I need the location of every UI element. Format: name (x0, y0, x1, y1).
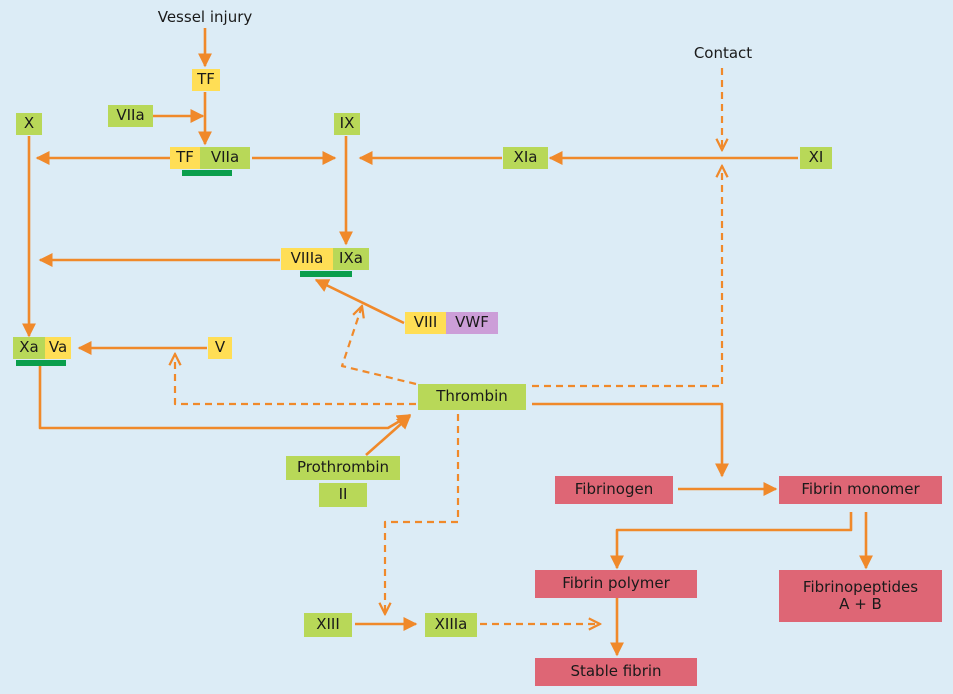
complex-viia: VIIa (200, 147, 250, 169)
complex-tf: TF (170, 147, 200, 169)
factor-xiiia: XIIIa (425, 613, 477, 637)
prothrombinase-complex-bar (16, 360, 66, 366)
arrow-thrombin-to-fibrinogen (532, 402, 729, 478)
factor-v: V (208, 337, 232, 359)
factor-vwf: VWF (446, 312, 498, 334)
factor-ix: IX (334, 113, 360, 135)
fibrin-polymer-node: Fibrin polymer (535, 570, 697, 598)
fibrinogen-node: Fibrinogen (555, 476, 673, 504)
complex-va: Va (45, 337, 71, 359)
fibrin-monomer-node: Fibrin monomer (779, 476, 942, 504)
prothrombin-node: Prothrombin (286, 456, 400, 480)
arrow-prothrombinase-to-thrombin (38, 366, 412, 430)
dashed-arrow-thrombin-to-viii (340, 306, 417, 386)
fibrinopeptides-line2: A + B (839, 595, 882, 613)
factor-xi: XI (800, 147, 832, 169)
factor-ii: II (319, 483, 367, 507)
fibrinopeptides-line1: Fibrinopeptides (802, 577, 919, 596)
thrombin-node: Thrombin (418, 384, 526, 410)
factor-viii: VIII (405, 312, 446, 334)
complex-viiia: VIIIa (281, 248, 333, 270)
arrow-monomer-to-polymer (610, 512, 853, 570)
factor-viia: VIIa (108, 105, 153, 127)
complex-ixa: IXa (333, 248, 369, 270)
factor-tf: TF (192, 69, 220, 91)
factor-xiii: XIII (304, 613, 352, 637)
arrow-viii-to-viiia (314, 278, 405, 325)
tf-viia-complex-bar (182, 170, 232, 176)
fibrinopeptides-node: Fibrinopeptides A + B (779, 570, 942, 622)
vessel-injury-label: Vessel injury (157, 8, 253, 27)
dashed-arrow-thrombin-to-v (175, 354, 416, 406)
complex-xa: Xa (13, 337, 45, 359)
factor-xia: XIa (503, 147, 548, 169)
dashed-arrow-thrombin-to-xi (532, 166, 722, 388)
factor-x: X (16, 113, 42, 135)
contact-label: Contact (693, 44, 753, 63)
arrow-prothrombin-to-thrombin (365, 415, 412, 456)
tenase-complex-bar (300, 271, 352, 277)
stable-fibrin-node: Stable fibrin (535, 658, 697, 686)
dashed-arrow-thrombin-to-xiii (385, 414, 460, 614)
